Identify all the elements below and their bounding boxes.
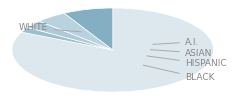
Wedge shape (22, 28, 113, 50)
Text: ASIAN: ASIAN (150, 48, 212, 58)
Text: HISPANIC: HISPANIC (147, 56, 226, 68)
Wedge shape (12, 8, 214, 92)
Text: A.I.: A.I. (153, 38, 199, 46)
Wedge shape (28, 21, 113, 50)
Wedge shape (64, 8, 113, 50)
Wedge shape (39, 13, 113, 50)
Text: BLACK: BLACK (143, 65, 214, 82)
Text: WHITE: WHITE (19, 24, 81, 32)
